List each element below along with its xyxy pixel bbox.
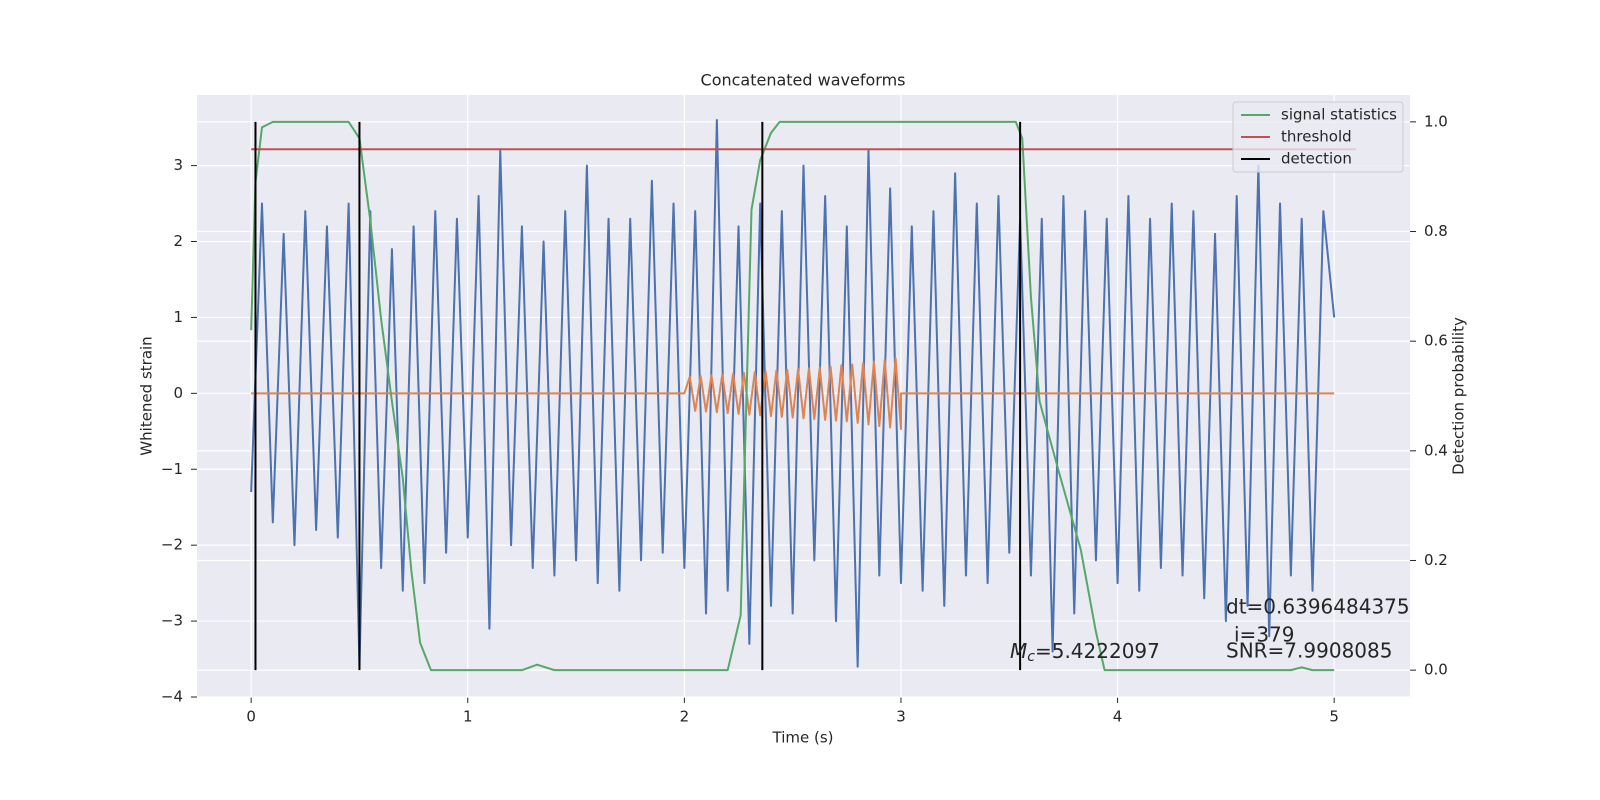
x-tick-label: 4 (1113, 708, 1123, 726)
y2-tick-label: 0.8 (1424, 222, 1448, 240)
series-line (250, 120, 1335, 672)
legend-label: threshold (1281, 128, 1352, 146)
y-tick-label: −1 (161, 460, 183, 478)
mc-subscript: c (1027, 649, 1035, 665)
legend-box (1232, 101, 1404, 173)
x-tick-label: 1 (463, 708, 473, 726)
y2-tick-label: 0.4 (1424, 441, 1448, 459)
legend-label: detection (1281, 150, 1352, 168)
y2-tick-label: 0.2 (1424, 551, 1448, 569)
y2-tick-label: 1.0 (1424, 112, 1448, 130)
x-tick-label: 3 (896, 708, 906, 726)
x-tick-label: 5 (1329, 708, 1339, 726)
y2-tick-label: 0.6 (1424, 332, 1448, 350)
y-tick-label: 2 (173, 232, 183, 250)
y2-axis-label: Detection probability (1450, 317, 1468, 475)
y-tick-label: −3 (161, 612, 183, 630)
y-axis-label: Whitened strain (138, 336, 156, 455)
y-tick-label: 3 (173, 156, 183, 174)
annotation: dt=0.6396484375 (1226, 595, 1410, 619)
mc-symbol: M (1010, 639, 1027, 663)
series-line (251, 357, 1335, 431)
y2-tick-label: 0.0 (1424, 661, 1448, 679)
chart-title: Concatenated waveforms (701, 71, 906, 90)
annotation: i=379 (1234, 623, 1295, 647)
x-axis-label: Time (s) (772, 729, 834, 747)
y-tick-label: 0 (173, 384, 183, 402)
y-tick-label: −2 (161, 536, 183, 554)
x-tick-label: 2 (680, 708, 690, 726)
series-line (250, 119, 1336, 668)
y-tick-label: −4 (161, 688, 183, 706)
y-tick-label: 1 (173, 308, 183, 326)
legend-label: signal statistics (1281, 106, 1397, 124)
x-tick-label: 0 (246, 708, 256, 726)
mc-annotation: Mc=5.4222097 (1010, 639, 1160, 666)
annotation: SNR=7.9908085 (1226, 639, 1392, 663)
mc-value: =5.4222097 (1035, 639, 1160, 663)
